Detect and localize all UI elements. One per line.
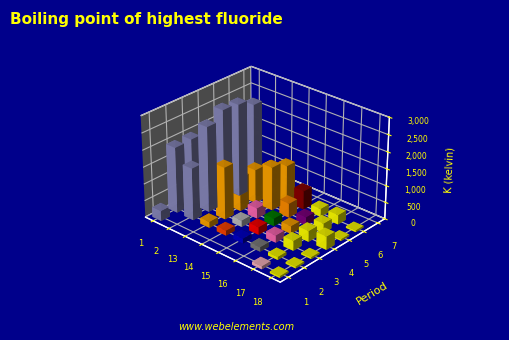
Text: Boiling point of highest fluoride: Boiling point of highest fluoride <box>10 12 282 27</box>
Y-axis label: Period: Period <box>354 280 389 307</box>
Text: www.webelements.com: www.webelements.com <box>178 322 294 332</box>
